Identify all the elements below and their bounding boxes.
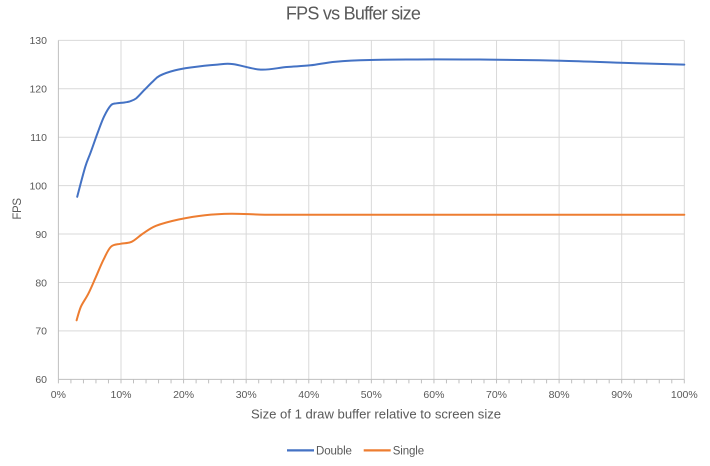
svg-text:110: 110	[30, 132, 47, 144]
svg-text:20%: 20%	[173, 389, 194, 401]
svg-text:80: 80	[35, 277, 47, 289]
svg-text:30%: 30%	[236, 389, 257, 401]
svg-text:Double: Double	[316, 445, 352, 457]
svg-text:90%: 90%	[611, 389, 632, 401]
svg-text:Size of 1 draw buffer relative: Size of 1 draw buffer relative to screen…	[251, 407, 501, 422]
svg-text:80%: 80%	[549, 389, 570, 401]
svg-text:100: 100	[29, 180, 47, 192]
svg-text:90: 90	[35, 229, 47, 241]
svg-text:60: 60	[35, 374, 47, 386]
svg-text:120: 120	[29, 84, 47, 96]
svg-text:40%: 40%	[298, 389, 319, 401]
svg-text:70: 70	[35, 326, 47, 338]
svg-text:FPS vs Buffer size: FPS vs Buffer size	[286, 3, 421, 23]
svg-text:50%: 50%	[361, 389, 382, 401]
svg-text:FPS: FPS	[12, 198, 24, 220]
svg-text:Single: Single	[393, 445, 424, 457]
svg-text:70%: 70%	[486, 389, 507, 401]
svg-text:0%: 0%	[51, 389, 66, 401]
svg-text:130: 130	[29, 35, 47, 47]
svg-text:100%: 100%	[671, 389, 698, 401]
svg-text:60%: 60%	[423, 389, 444, 401]
svg-text:10%: 10%	[110, 389, 131, 401]
